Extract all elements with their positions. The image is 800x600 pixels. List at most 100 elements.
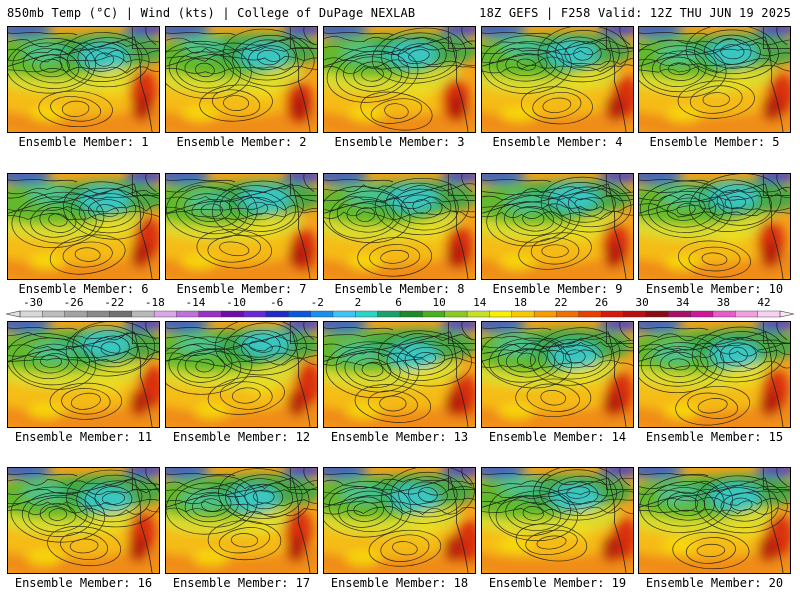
- colorbar-swatch: [668, 310, 692, 318]
- colorbar-tick-label: 6: [395, 296, 402, 309]
- colorbar-swatch: [355, 310, 379, 318]
- colorbar-swatch: [422, 310, 446, 318]
- panel-label: Ensemble Member: 19: [488, 576, 627, 590]
- colorbar-swatch: [86, 310, 110, 318]
- colorbar-swatch: [153, 310, 177, 318]
- colorbar-tick-label: 38: [716, 296, 730, 309]
- colorbar-swatch: [735, 310, 759, 318]
- panel-label: Ensemble Member: 13: [330, 430, 469, 444]
- temperature-map: [7, 321, 160, 428]
- panel-label: Ensemble Member: 7: [176, 282, 307, 296]
- ensemble-panel: Ensemble Member: 8: [323, 173, 476, 296]
- ensemble-panel: Ensemble Member: 9: [481, 173, 634, 296]
- ensemble-panel: Ensemble Member: 12: [165, 321, 318, 444]
- colorbar-swatch: [332, 310, 356, 318]
- colorbar-swatch: [533, 310, 557, 318]
- temperature-map: [165, 467, 318, 574]
- panel-label: Ensemble Member: 15: [645, 430, 784, 444]
- colorbar-swatch: [243, 310, 267, 318]
- colorbar-swatch: [399, 310, 423, 318]
- temperature-map: [638, 173, 791, 280]
- colorbar-tick-label: -6: [270, 296, 284, 309]
- temperature-map: [638, 321, 791, 428]
- panel-label: Ensemble Member: 14: [488, 430, 627, 444]
- temperature-map: [323, 467, 476, 574]
- colorbar-tick-label: -26: [63, 296, 84, 309]
- colorbar-tick-label: 34: [676, 296, 690, 309]
- ensemble-panel: Ensemble Member: 1: [7, 26, 160, 149]
- panel-label: Ensemble Member: 3: [334, 135, 465, 149]
- ensemble-panel: Ensemble Member: 15: [638, 321, 791, 444]
- ensemble-panel: Ensemble Member: 13: [323, 321, 476, 444]
- colorbar-swatch: [757, 310, 781, 318]
- panel-label: Ensemble Member: 11: [14, 430, 153, 444]
- temperature-map: [7, 26, 160, 133]
- colorbar-swatch: [64, 310, 88, 318]
- panel-label: Ensemble Member: 17: [172, 576, 311, 590]
- colorbar-tick-label: 10: [432, 296, 446, 309]
- colorbar-tick-label: 42: [757, 296, 771, 309]
- temperature-map: [638, 467, 791, 574]
- header: 850mb Temp (°C) | Wind (kts) | College o…: [0, 0, 800, 24]
- panel-label: Ensemble Member: 12: [172, 430, 311, 444]
- colorbar-swatch: [600, 310, 625, 318]
- panel-label: Ensemble Member: 1: [18, 135, 149, 149]
- ensemble-panel: Ensemble Member: 3: [323, 26, 476, 149]
- temperature-map: [481, 467, 634, 574]
- panel-label: Ensemble Member: 8: [334, 282, 465, 296]
- temperature-map: [323, 321, 476, 428]
- ensemble-panel: Ensemble Member: 16: [7, 467, 160, 590]
- ensemble-panel: Ensemble Member: 19: [481, 467, 634, 590]
- ensemble-panel: Ensemble Member: 20: [638, 467, 791, 590]
- ensemble-panel: Ensemble Member: 11: [7, 321, 160, 444]
- colorbar-swatch: [288, 310, 312, 318]
- colorbar-swatch: [109, 310, 133, 318]
- colorbar-swatch: [489, 310, 513, 318]
- panel-label: Ensemble Member: 2: [176, 135, 307, 149]
- colorbar-swatch: [466, 310, 490, 318]
- ensemble-panel: Ensemble Member: 5: [638, 26, 791, 149]
- temperature-colorbar: -30 -26 -22 -18 -14 -10 -6 -2 2 6 10 14 18 22 26 30 34 38…: [0, 296, 800, 322]
- colorbar-tick-label: 2: [354, 296, 362, 309]
- colorbar-tick-label: 18: [513, 296, 527, 309]
- panel-label: Ensemble Member: 4: [492, 135, 623, 149]
- temperature-map: [323, 173, 476, 280]
- colorbar-tick-label: 14: [473, 296, 487, 309]
- panel-label: Ensemble Member: 18: [330, 576, 469, 590]
- temperature-map: [638, 26, 791, 133]
- panel-label: Ensemble Member: 20: [645, 576, 784, 590]
- header-right-title: 18Z GEFS | F258 Valid: 12Z THU JUN 19 20…: [479, 6, 791, 20]
- ensemble-panel: Ensemble Member: 2: [165, 26, 318, 149]
- colorbar-swatch: [42, 310, 66, 318]
- ensemble-panel: Ensemble Member: 14: [481, 321, 634, 444]
- colorbar-tick-label: 22: [554, 296, 568, 309]
- colorbar-swatch: [623, 310, 647, 318]
- colorbar-tick-label: -10: [226, 296, 246, 309]
- temperature-map: [165, 173, 318, 280]
- temperature-map: [481, 173, 634, 280]
- colorbar-swatch: [198, 310, 222, 318]
- temperature-map: [481, 321, 634, 428]
- colorbar-swatch: [310, 310, 334, 318]
- panel-label: Ensemble Member: 9: [492, 282, 623, 296]
- temperature-map: [165, 26, 318, 133]
- colorbar-swatch: [712, 310, 736, 318]
- colorbar-swatch: [645, 310, 669, 318]
- colorbar-graphic: [5, 310, 795, 318]
- colorbar-tick-label: 30: [635, 296, 649, 309]
- ensemble-panel: Ensemble Member: 17: [165, 467, 318, 590]
- colorbar-swatch: [176, 310, 200, 318]
- temperature-map: [323, 26, 476, 133]
- colorbar-swatch: [265, 310, 289, 318]
- colorbar-swatch: [377, 310, 401, 318]
- panel-label: Ensemble Member: 10: [645, 282, 784, 296]
- ensemble-panel: Ensemble Member: 6: [7, 173, 160, 296]
- colorbar-tick-label: -30: [23, 296, 43, 309]
- panel-label: Ensemble Member: 6: [18, 282, 149, 296]
- ensemble-panel: Ensemble Member: 18: [323, 467, 476, 590]
- ensemble-panel: Ensemble Member: 10: [638, 173, 791, 296]
- colorbar-tick-label: -18: [144, 296, 165, 309]
- colorbar-tick-label: -22: [104, 296, 125, 309]
- temperature-map: [7, 173, 160, 280]
- colorbar-tick-label: 26: [594, 296, 609, 309]
